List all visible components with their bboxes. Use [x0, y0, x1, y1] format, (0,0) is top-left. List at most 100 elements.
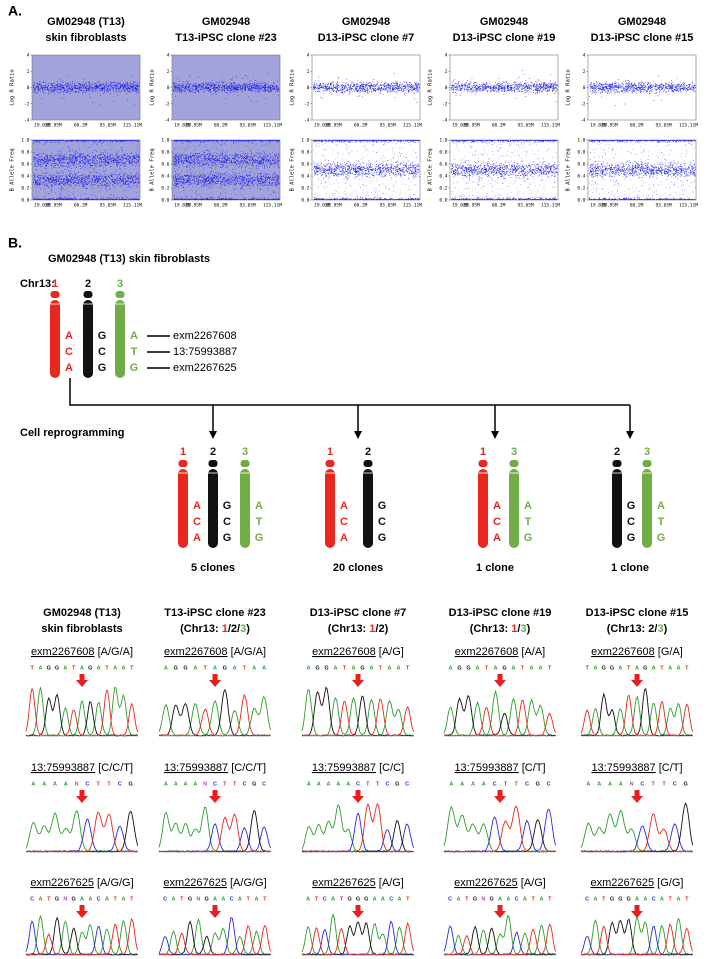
red-arrow — [76, 905, 88, 918]
y-tick-label: 0.2 — [439, 186, 447, 192]
marker-genotype: exm2267625 [A/G] — [312, 877, 404, 889]
base-call: A — [618, 665, 622, 671]
chromosome-tip — [115, 291, 125, 298]
base-call: T — [47, 896, 51, 902]
base-call: A — [482, 781, 486, 787]
base-call: C — [640, 781, 644, 787]
y-tick-label: 0.0 — [577, 198, 585, 204]
base-call: T — [660, 665, 664, 671]
subtitle-part: 2 — [378, 623, 384, 635]
sample-title: D13-iPSC clone #15 — [591, 32, 694, 44]
trace — [158, 810, 271, 853]
marker-name: exm2267608 — [164, 646, 228, 658]
y-tick-label: 4 — [583, 53, 586, 59]
allele: G — [378, 532, 387, 544]
red-arrow — [631, 905, 643, 918]
chromosome — [115, 300, 125, 378]
allele: A — [657, 500, 665, 512]
base-call: A — [327, 781, 331, 787]
base-call: A — [193, 665, 197, 671]
marker-name: exm2267625 — [591, 877, 655, 889]
base-call: A — [388, 665, 392, 671]
base-call: C — [85, 781, 89, 787]
subtitle-part: ) — [664, 623, 668, 635]
base-call: T — [343, 665, 347, 671]
base-call: A — [262, 665, 266, 671]
red-arrow — [352, 905, 364, 918]
base-call: G — [47, 665, 51, 671]
data-cloud — [313, 145, 420, 195]
genotype: [A/G/A] — [228, 646, 267, 658]
panel-title: GM02948 (T13) skin fibroblasts — [48, 253, 210, 265]
base-call: A — [307, 665, 311, 671]
y-tick-label: 4 — [27, 53, 30, 59]
marker-genotype: exm2267608 [G/A] — [591, 646, 683, 658]
base-call: G — [457, 665, 461, 671]
x-tick-label: 60.2M — [492, 203, 506, 209]
y-tick-label: 2 — [167, 69, 170, 75]
x-tick-label: 60.2M — [630, 203, 644, 209]
base-call: A — [635, 896, 639, 902]
allele: G — [627, 532, 636, 544]
x-tick-label: 02.95M — [601, 123, 618, 129]
chromosome-tip — [612, 460, 622, 467]
base-call: A — [494, 665, 498, 671]
allele: G — [98, 362, 107, 374]
subtitle-part: 3 — [240, 623, 246, 635]
base-call: T — [406, 665, 410, 671]
plot-area — [171, 139, 281, 201]
base-call: A — [586, 781, 590, 787]
subtitle-part: / — [654, 623, 657, 635]
x-tick-label: 19.02M — [174, 203, 191, 209]
allele: A — [130, 330, 138, 342]
panel-label: B. — [8, 235, 22, 251]
base-call: A — [164, 781, 168, 787]
x-tick-label: 02.95M — [45, 203, 62, 209]
red-arrow — [209, 905, 221, 918]
base-call: A — [597, 781, 601, 787]
column-title: GM02948 (T13) — [43, 607, 121, 619]
y-tick-label: -4 — [442, 118, 448, 124]
allele: G — [130, 362, 139, 374]
allele: A — [255, 500, 263, 512]
y-tick-label: 2 — [27, 69, 30, 75]
base-call: T — [107, 781, 111, 787]
column-title: skin fibroblasts — [41, 623, 122, 635]
base-call: G — [223, 665, 227, 671]
base-call: A — [306, 896, 310, 902]
base-call: C — [356, 781, 360, 787]
base-call: A — [381, 896, 385, 902]
plot-area — [31, 139, 141, 201]
x-tick-label: 60.2M — [492, 123, 506, 129]
genotype: [C/C] — [376, 762, 404, 774]
process-label: Cell reprogramming — [20, 427, 125, 439]
base-call: T — [180, 896, 184, 902]
base-call: G — [627, 896, 631, 902]
trace — [158, 823, 272, 853]
trace — [158, 812, 271, 853]
x-tick-label: 19.02M — [452, 203, 469, 209]
y-tick-label: 0.6 — [161, 162, 169, 168]
subtitle-part: / — [517, 623, 520, 635]
base-call: A — [370, 665, 374, 671]
allele: A — [193, 500, 201, 512]
red-arrow — [209, 674, 221, 687]
data-cloud — [589, 75, 696, 106]
allele: A — [65, 362, 73, 374]
base-call: T — [203, 665, 207, 671]
chromosome-tip — [178, 460, 188, 467]
trace — [25, 686, 138, 737]
base-call: A — [42, 781, 46, 787]
allele: A — [493, 532, 501, 544]
chromosome-tip — [325, 460, 335, 467]
trace — [25, 687, 139, 737]
base-call: T — [263, 896, 267, 902]
chromosome-number: 3 — [644, 446, 650, 458]
genotype: [C/C/T] — [228, 762, 266, 774]
base-call: C — [493, 781, 497, 787]
trace — [158, 693, 271, 737]
y-tick-label: 0.2 — [21, 186, 29, 192]
genotype: [A/G] — [376, 646, 404, 658]
data-cloud — [313, 73, 420, 103]
trace — [25, 810, 138, 853]
